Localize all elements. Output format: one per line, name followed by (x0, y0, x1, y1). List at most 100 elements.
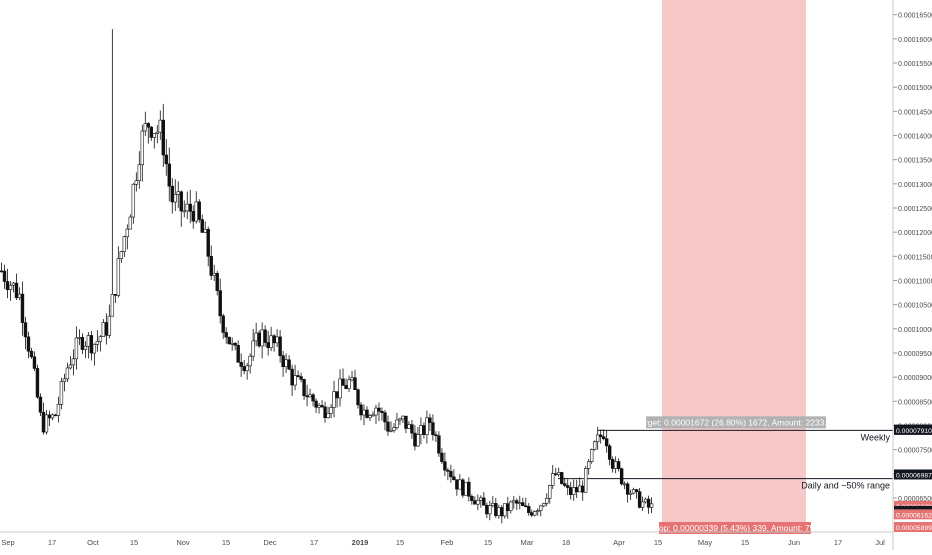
candle (86, 335, 91, 347)
candle (41, 411, 46, 433)
candle (302, 379, 306, 397)
candle (80, 337, 85, 350)
candle (356, 389, 360, 406)
candle (2, 270, 7, 282)
candle (116, 258, 121, 296)
candle (586, 461, 591, 469)
candle (631, 489, 636, 494)
candle (227, 336, 231, 345)
candle (616, 461, 621, 470)
candle (335, 391, 339, 399)
time-tick-label: 2019 (352, 538, 369, 547)
candle (578, 485, 582, 493)
candle (461, 479, 465, 496)
candle (398, 418, 402, 421)
daily-line-label: Daily and ~50% range (801, 481, 890, 491)
candle (464, 481, 468, 496)
candle (515, 500, 519, 504)
candle (359, 404, 363, 416)
candle (47, 414, 52, 419)
price-tick-label: 0.00012500 (898, 206, 932, 213)
candle (236, 344, 240, 363)
candle (521, 502, 525, 507)
price-badge: 0.00006987 (896, 472, 932, 479)
stop-zone[interactable] (662, 0, 806, 527)
candle (92, 344, 97, 354)
candle (368, 415, 372, 418)
candle (119, 251, 124, 259)
candle (197, 201, 201, 220)
candle (518, 502, 522, 504)
candle (401, 415, 405, 420)
price-tick-label: 0.00011000 (898, 279, 932, 286)
candle (206, 228, 210, 257)
candle (179, 191, 183, 212)
candle (503, 503, 507, 517)
candle (344, 385, 348, 389)
candle (239, 362, 243, 367)
candle (17, 293, 22, 299)
candle (625, 483, 630, 495)
candle (257, 332, 261, 347)
candle (221, 315, 225, 333)
candle (512, 500, 516, 503)
candle (305, 395, 309, 398)
candle (290, 368, 294, 386)
candle (89, 335, 94, 354)
candle (485, 504, 489, 515)
candle (149, 126, 153, 138)
price-tick-label: 0.00013500 (898, 158, 932, 165)
candle (311, 394, 315, 402)
candle (293, 375, 297, 386)
candle (431, 422, 435, 436)
time-tick-label: Dec (263, 538, 277, 547)
candle (275, 336, 279, 344)
candle (592, 441, 597, 450)
time-tick-label: 15 (396, 538, 404, 547)
candle (83, 345, 88, 350)
candle (128, 216, 133, 230)
price-tick-label: 0.00006500 (898, 496, 932, 503)
time-tick-label: 17 (48, 538, 56, 547)
time-tick-label: 17 (834, 538, 842, 547)
candle (362, 409, 366, 416)
candle (38, 396, 43, 413)
price-tick-label: 0.00011500 (898, 254, 932, 261)
candle (407, 424, 411, 429)
candle (613, 461, 618, 469)
stop-label: Stop: 0.00000339 (5.43%) 339, Amount: 75… (651, 523, 820, 533)
target-label: Target: 0.00001672 (26.80%) 1672, Amount… (636, 417, 837, 427)
weekly-line-label: Weekly (861, 432, 891, 442)
candle (640, 501, 645, 508)
candle (410, 424, 414, 434)
candle (557, 472, 561, 475)
time-tick-label: Nov (176, 538, 190, 547)
candle (8, 284, 13, 291)
price-tick-label: 0.00014500 (898, 109, 932, 116)
candle (242, 366, 246, 372)
candle (488, 505, 492, 515)
candle (209, 256, 213, 276)
time-tick-label: Oct (87, 538, 100, 547)
candle (182, 210, 186, 213)
candle (575, 487, 579, 493)
candle (479, 497, 483, 501)
candle (122, 236, 127, 252)
candle (566, 485, 570, 488)
candle (404, 415, 408, 429)
candle (14, 282, 19, 299)
candle (152, 133, 156, 138)
candle (29, 350, 34, 358)
candle (527, 506, 531, 513)
candle (170, 185, 174, 203)
candle (425, 417, 429, 435)
price-badge: 0.00005899 (896, 525, 932, 532)
candle (604, 438, 609, 447)
candle (110, 293, 115, 317)
candle (53, 414, 58, 417)
candle (296, 375, 300, 377)
candle (506, 503, 510, 512)
candle (317, 405, 321, 408)
candle (140, 130, 145, 166)
